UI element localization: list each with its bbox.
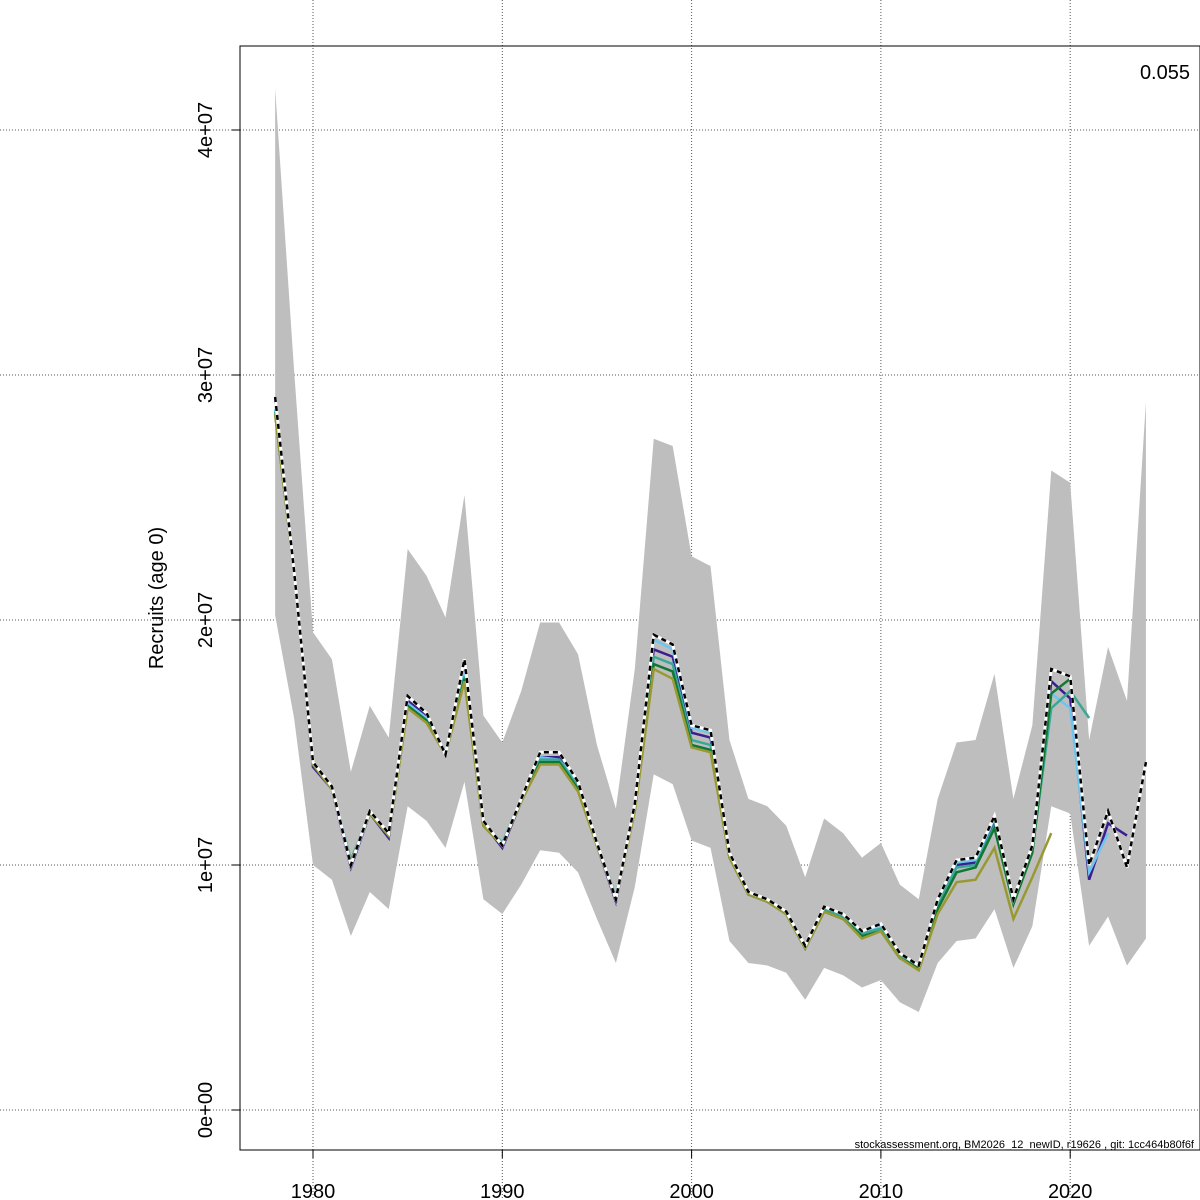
y-axis: 0e+00 1e+07 2e+07 3e+07 4e+07	[195, 102, 240, 1138]
y-axis-label: Recruits (age 0)	[146, 527, 168, 669]
y-tick-label: 3e+07	[195, 347, 217, 403]
x-axis: 1980 1990 2000 2010 2020	[291, 1150, 1093, 1200]
x-tick-label: 1990	[480, 1181, 525, 1200]
plot-frame	[239, 45, 1200, 1151]
y-tick-label: 4e+07	[195, 102, 217, 158]
confidence-band-area	[275, 88, 1146, 1013]
series-line-1	[273, 409, 1110, 968]
x-tick-label: 2000	[669, 1181, 714, 1200]
footer-credit: stockassessment.org, BM2026_12_newID, r1…	[855, 1139, 1195, 1151]
x-tick-label: 2020	[1048, 1181, 1093, 1200]
x-tick-label: 2010	[859, 1181, 904, 1200]
y-tick-label: 1e+07	[195, 837, 217, 893]
series-line-5	[273, 396, 1148, 968]
series-lines	[273, 396, 1148, 973]
rho-annotation: 0.055	[1140, 62, 1190, 84]
x-tick-label: 1980	[291, 1181, 336, 1200]
y-tick-label: 2e+07	[195, 592, 217, 648]
confidence-band	[275, 88, 1146, 1013]
y-tick-label: 0e+00	[195, 1082, 217, 1138]
